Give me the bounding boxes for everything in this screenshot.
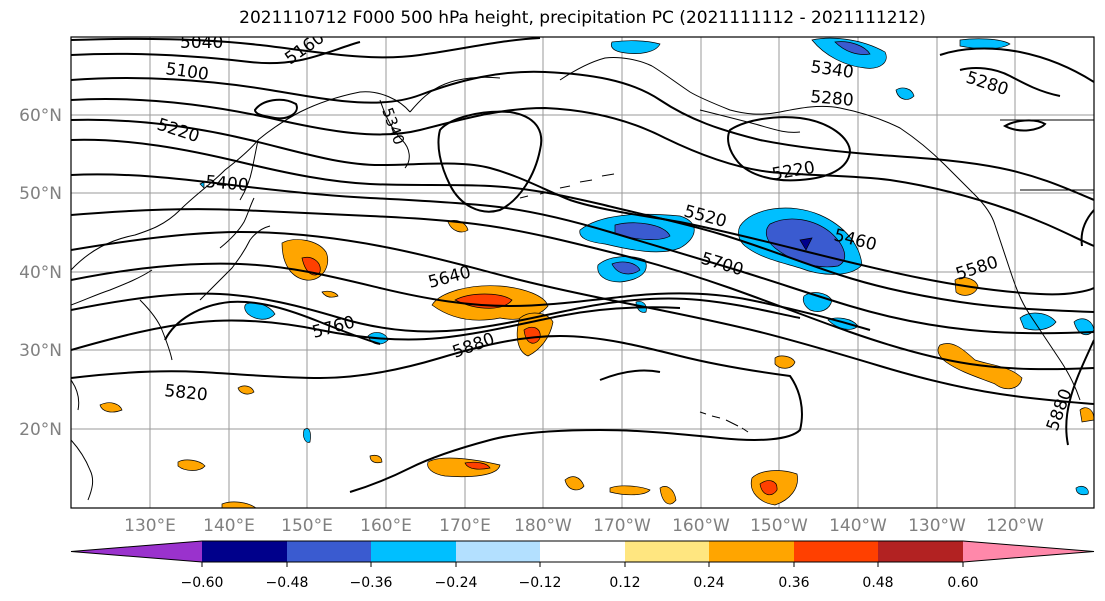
lon-label: 130°E: [124, 516, 176, 536]
colorbar-tick-label: 0.60: [947, 575, 978, 591]
latitude-labels: 60°N 50°N 40°N 30°N 20°N: [19, 106, 62, 440]
colorbar-cell: [625, 541, 709, 562]
lon-label: 180°W: [514, 516, 572, 536]
lon-label: 140°E: [203, 516, 255, 536]
colorbar: −0.60 −0.48 −0.36 −0.24 −0.12 0.12 0.24 …: [70, 540, 1095, 591]
colorbar-cell: [878, 541, 963, 562]
colorbar-tick-label: −0.60: [181, 575, 224, 591]
lon-label: 150°E: [281, 516, 333, 536]
colorbar-cell: [794, 541, 878, 562]
lat-label: 50°N: [19, 184, 62, 204]
lat-label: 30°N: [19, 341, 62, 361]
contour-label: 5040: [180, 33, 223, 53]
colorbar-tick-label: −0.12: [519, 575, 562, 591]
lon-label: 130°W: [908, 516, 966, 536]
colorbar-tick-label: 0.24: [693, 575, 724, 591]
latitude-gridlines: [71, 114, 1094, 430]
lat-label: 20°N: [19, 420, 62, 440]
lon-label: 140°W: [829, 516, 887, 536]
height-contours: [71, 37, 1094, 493]
longitude-labels: 130°E 140°E 150°E 160°E 170°E 180°W 170°…: [124, 516, 1044, 536]
coastlines: [71, 57, 1094, 501]
colorbar-tick-label: 0.12: [609, 575, 640, 591]
lon-label: 170°W: [593, 516, 651, 536]
lon-label: 160°E: [360, 516, 412, 536]
map-title: 2021110712 F000 500 hPa height, precipit…: [239, 8, 926, 28]
colorbar-cell: [540, 541, 625, 562]
colorbar-cell: [371, 541, 456, 562]
contour-label: 5280: [810, 87, 855, 111]
colorbar-tick-label: −0.36: [350, 575, 393, 591]
colorbar-cell: [456, 541, 540, 562]
lon-label: 120°W: [986, 516, 1044, 536]
lon-label: 170°E: [439, 516, 491, 536]
contour-label: 5400: [205, 172, 250, 196]
lat-label: 60°N: [19, 106, 62, 126]
colorbar-cell: [202, 541, 287, 562]
colorbar-tick-label: −0.24: [435, 575, 478, 591]
colorbar-tick-label: −0.48: [266, 575, 309, 591]
lon-label: 160°W: [672, 516, 730, 536]
contour-label: 5820: [163, 381, 208, 405]
colorbar-tick-label: 0.48: [862, 575, 893, 591]
colorbar-cell: [709, 541, 794, 562]
colorbar-cell: [71, 541, 202, 562]
map-frame: [70, 36, 1095, 509]
colorbar-cell: [963, 541, 1094, 562]
colorbar-cell: [287, 541, 371, 562]
colorbar-tick-label: 0.36: [778, 575, 809, 591]
lon-label: 150°W: [750, 516, 808, 536]
lat-label: 40°N: [19, 263, 62, 283]
